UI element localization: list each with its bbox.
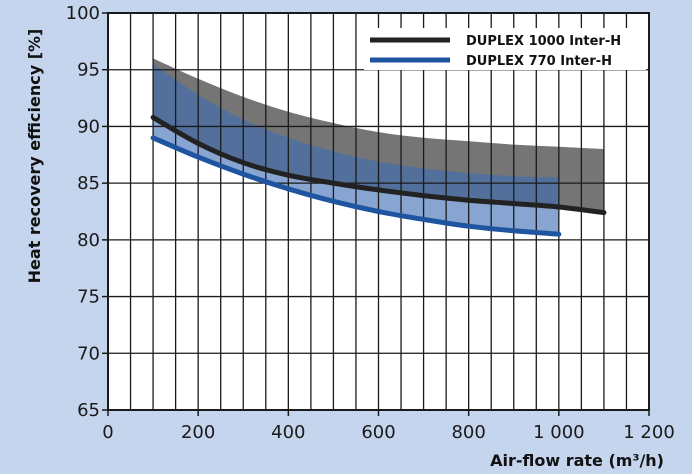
x-tick-label: 400 (271, 422, 305, 443)
x-tick-label: 1 000 (533, 422, 585, 443)
line-duplex-770 (150, 135, 562, 237)
y-tick-label: 80 (77, 230, 100, 251)
x-tick-label: 800 (451, 422, 485, 443)
y-tick-label: 75 (77, 287, 100, 308)
legend-label-duplex-770: DUPLEX 770 Inter-H (466, 54, 612, 69)
legend-label-duplex-1000: DUPLEX 1000 Inter-H (466, 34, 621, 49)
x-axis-ticks: 0 200 400 600 800 1 000 1 200 (102, 410, 675, 443)
x-tick-label: 1 200 (623, 422, 675, 443)
y-tick-label: 95 (77, 60, 100, 81)
x-tick-label: 0 (102, 422, 113, 443)
y-tick-label: 85 (77, 173, 100, 194)
x-axis-title: Air-flow rate (m³/h) (490, 451, 664, 470)
y-axis-ticks: 65 70 75 80 85 90 95 100 (66, 3, 108, 421)
y-tick-label: 70 (77, 343, 100, 364)
legend-box (364, 28, 646, 70)
x-tick-label: 200 (181, 422, 215, 443)
legend: DUPLEX 1000 Inter-H DUPLEX 770 Inter-H (364, 28, 646, 70)
band-duplex-770 (153, 64, 559, 235)
line-duplex-1000 (150, 114, 607, 216)
grid-lines (108, 13, 649, 410)
y-axis-title: Heat recovery efficiency [%] (25, 29, 44, 284)
x-tick-label: 600 (361, 422, 395, 443)
y-tick-label: 65 (77, 400, 100, 421)
y-tick-label: 90 (77, 116, 100, 137)
series-lines (150, 114, 607, 237)
y-tick-label: 100 (66, 3, 100, 24)
